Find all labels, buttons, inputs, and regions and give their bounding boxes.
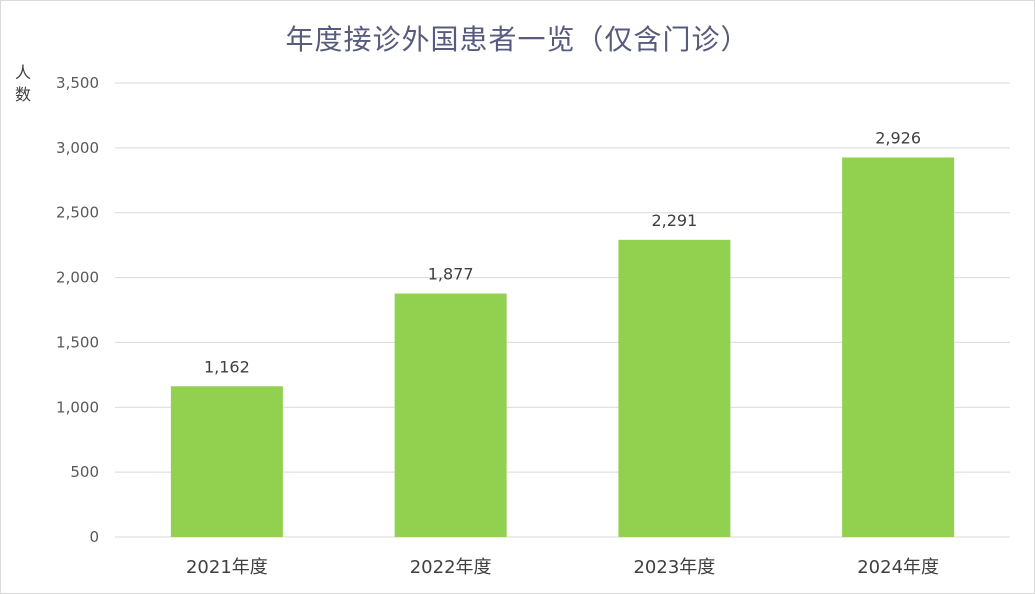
y-tick-label: 3,000 [56,139,99,157]
data-labels: 1,162 1,877 2,291 2,926 [204,128,921,376]
chart-title: 年度接诊外国患者一览（仅含门诊） [285,23,750,56]
y-tick-label: 1,000 [56,398,99,416]
y-axis-label: 人数 [12,62,34,106]
data-label: 2,926 [875,128,921,147]
bar [170,386,283,537]
bars [170,157,955,537]
x-tick-label: 2022年度 [410,557,492,578]
x-tick-label: 2023年度 [633,557,715,578]
data-label: 2,291 [651,211,697,230]
y-tick-label: 2,000 [56,269,99,287]
y-tick-label: 2,500 [56,204,99,222]
bar [842,157,955,537]
x-axis-ticks: 2021年度 2022年度 2023年度 2024年度 [186,557,939,578]
data-label: 1,162 [204,357,250,376]
y-tick-label: 0 [89,528,99,546]
y-tick-label: 1,500 [56,333,99,351]
x-tick-label: 2021年度 [186,557,268,578]
bar [618,239,731,537]
y-axis-ticks: 0 500 1,000 1,500 2,000 2,500 3,000 3,500 [56,74,99,546]
y-tick-label: 500 [70,463,99,481]
y-tick-label: 3,500 [56,74,99,92]
bar [394,293,507,537]
data-label: 1,877 [428,265,474,284]
x-tick-label: 2024年度 [857,557,939,578]
y-axis-label-text: 人数 [14,63,31,104]
